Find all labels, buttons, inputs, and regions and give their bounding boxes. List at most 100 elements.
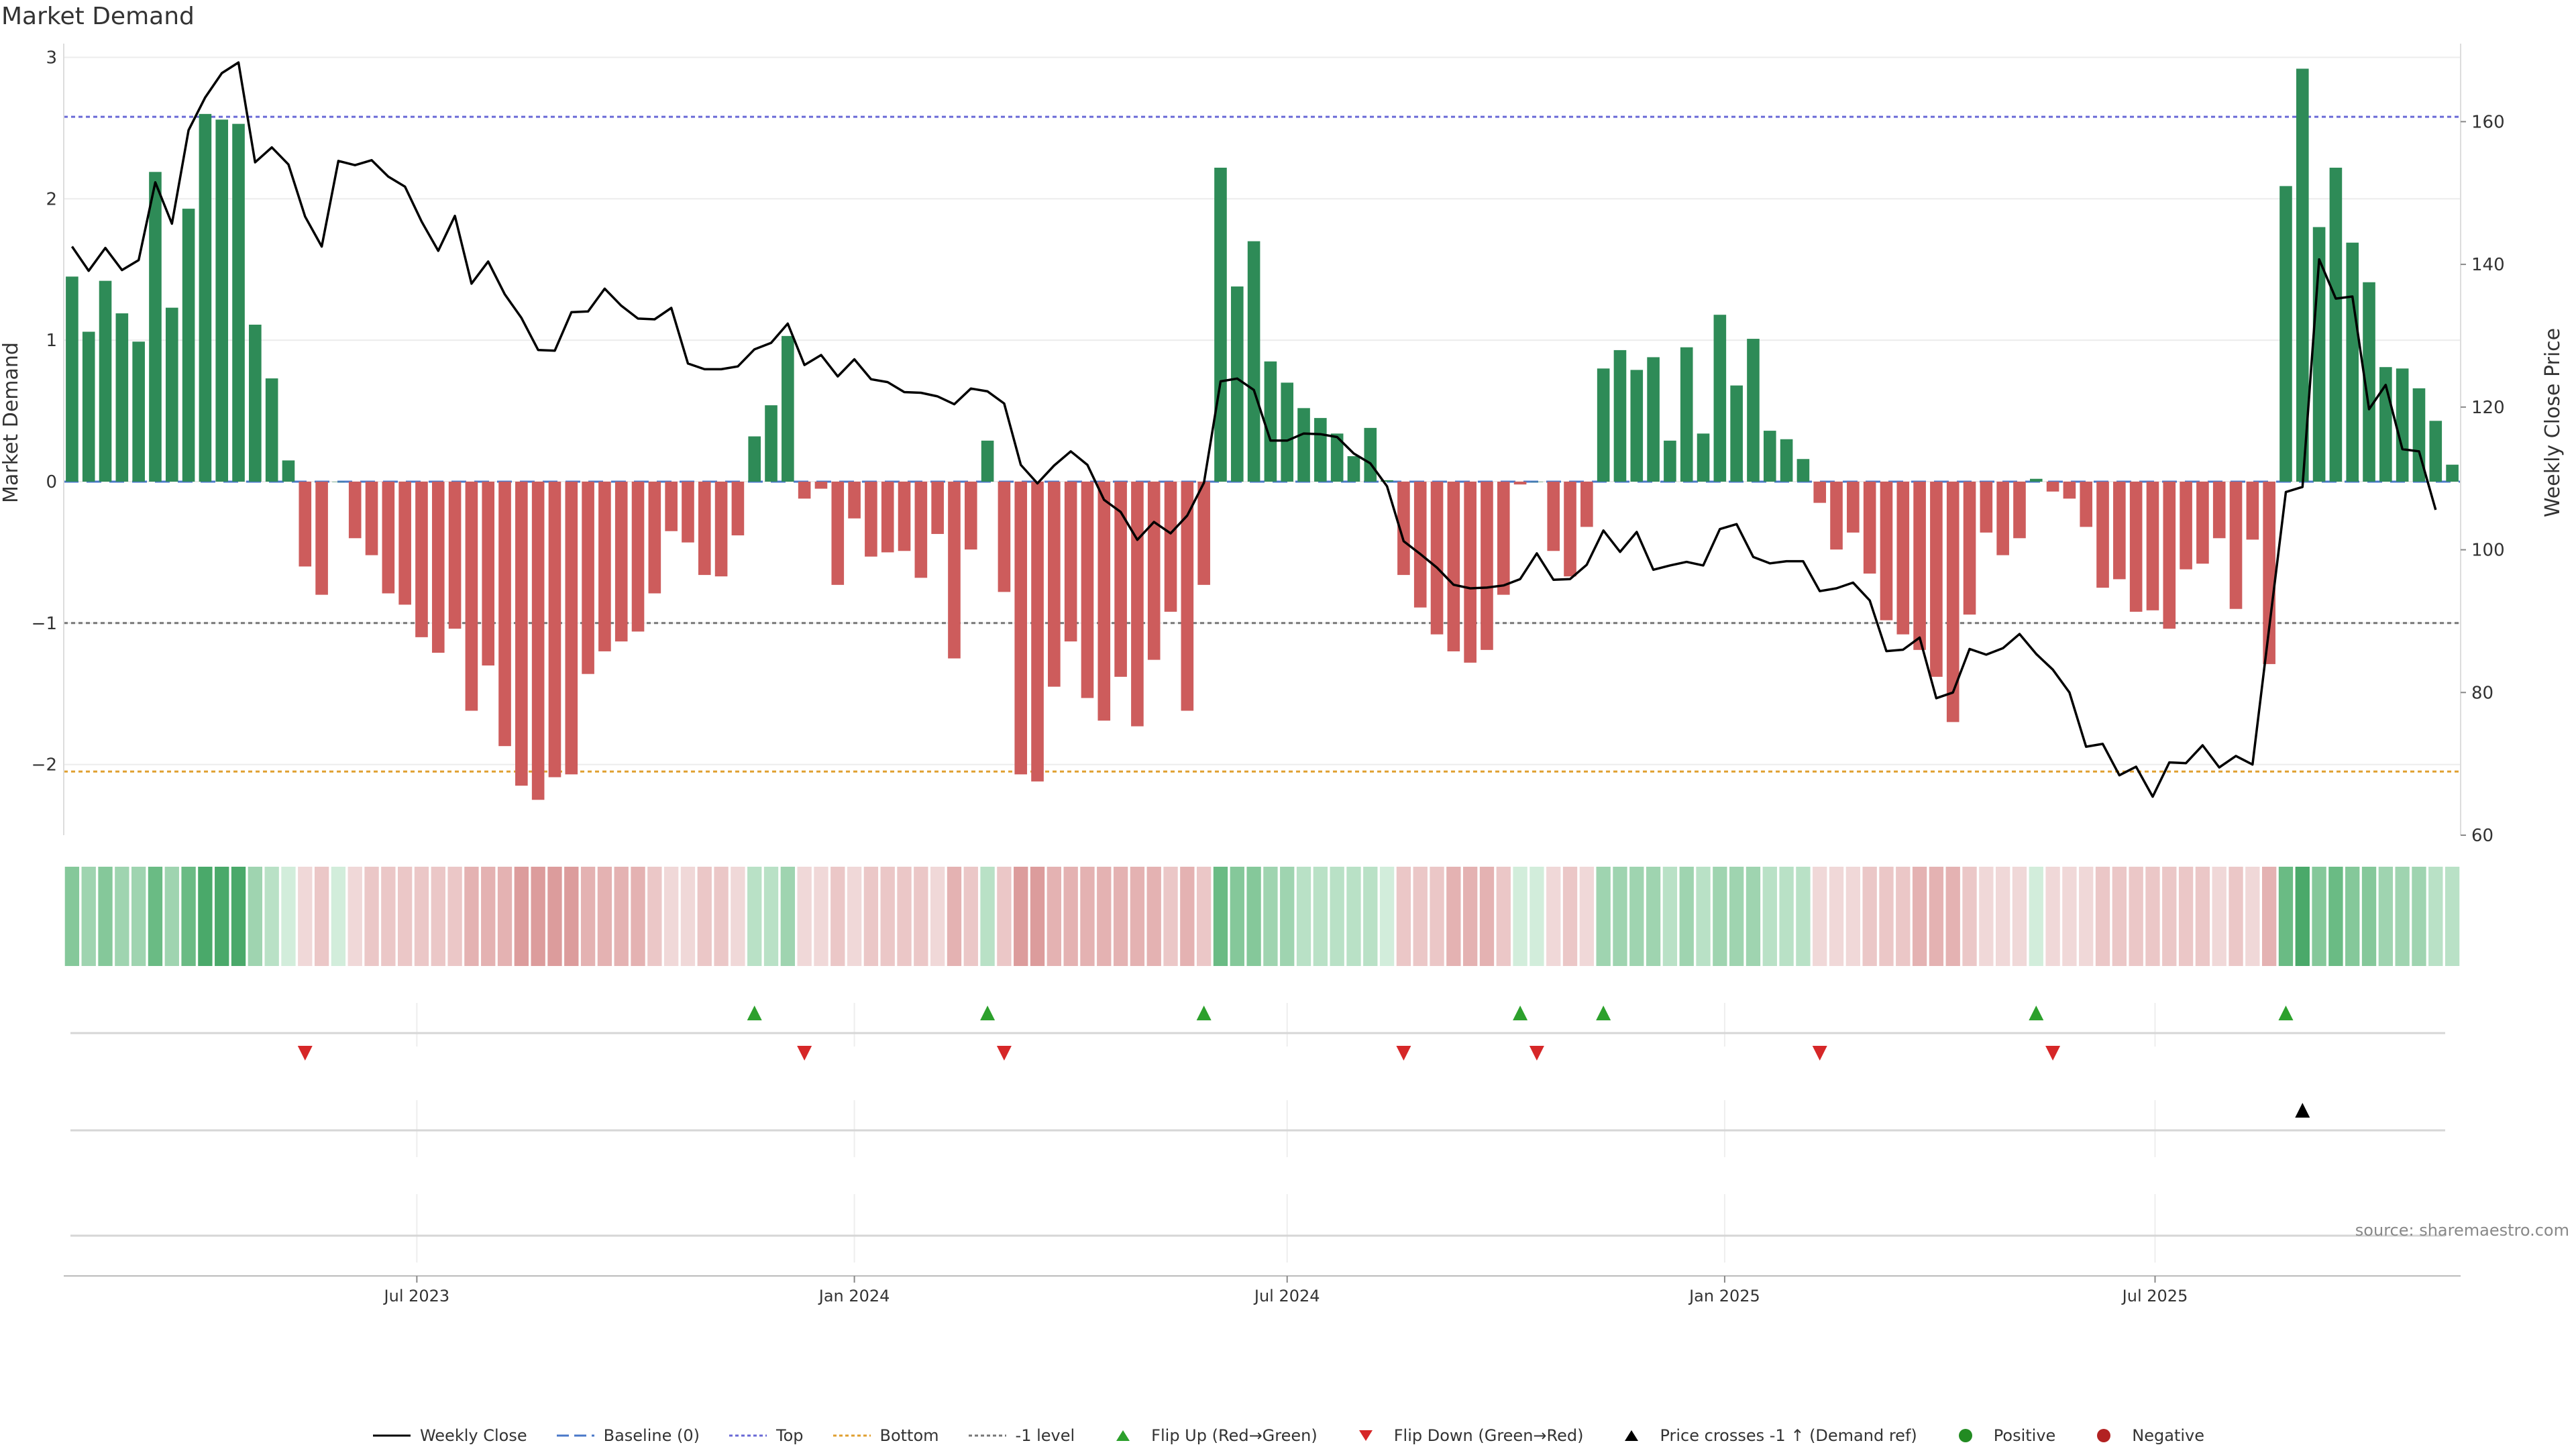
legend-item-positive: Positive (1945, 1426, 2056, 1445)
demand-bar (1214, 167, 1227, 482)
heat-cell (847, 867, 862, 966)
demand-bar (1880, 481, 1893, 621)
demand-bar (1896, 481, 1910, 635)
heat-cell (1862, 867, 1877, 966)
demand-bar (1481, 481, 1493, 650)
heat-cell (397, 867, 413, 966)
heat-cell (331, 867, 346, 966)
demand-bar (2279, 186, 2292, 482)
heat-cell (2145, 867, 2160, 966)
demand-bar (865, 481, 877, 557)
legend-label: Price crosses -1 ↑ (Demand ref) (1660, 1426, 1917, 1445)
demand-bar (648, 481, 661, 594)
demand-bar (1181, 481, 1194, 711)
flip-up-marker (1596, 1006, 1611, 1020)
demand-bar (431, 481, 445, 653)
heat-cell (2445, 867, 2460, 966)
demand-bar (1097, 481, 1111, 721)
heat-cell (2278, 867, 2294, 966)
heat-cell (2112, 867, 2127, 966)
demand-bar (1081, 481, 1094, 698)
heat-cell (863, 867, 879, 966)
legend-item-flip_down: Flip Down (Green→Red) (1346, 1426, 1584, 1445)
legend-label: Weekly Close (419, 1426, 527, 1445)
flip-down-marker (1396, 1046, 1411, 1061)
heat-cell (914, 867, 928, 966)
gridlines (64, 56, 2461, 765)
minus1-legend-symbol (968, 1434, 1006, 1437)
demand-bar (282, 460, 295, 482)
x-tick-label: Jan 2024 (818, 1287, 890, 1305)
heat-cell (997, 867, 1012, 966)
demand-bar (1847, 481, 1860, 533)
demand-bar (1330, 433, 1344, 482)
demand-bar (1014, 481, 1028, 775)
heat-cell (514, 867, 529, 966)
legend-item-top: Top (728, 1426, 804, 1445)
demand-bar (2163, 481, 2176, 629)
legend-label: Positive (1993, 1426, 2056, 1445)
demand-bar (2129, 481, 2143, 612)
demand-bar (1547, 481, 1560, 551)
demand-bar (665, 481, 678, 531)
heat-cell (697, 867, 712, 966)
heat-cell (1014, 867, 1028, 966)
demand-bar (415, 481, 428, 637)
heat-cell (1430, 867, 1444, 966)
demand-bar (1131, 481, 1144, 727)
heat-cell (1929, 867, 1944, 966)
heat-cell (1280, 867, 1295, 966)
demand-bar (1630, 370, 1644, 482)
heat-cell (2229, 867, 2243, 966)
top-legend-symbol (729, 1434, 767, 1437)
heat-cell (1829, 867, 1844, 966)
heat-cell (1979, 867, 1994, 966)
heat-cell (2361, 867, 2377, 966)
heat-cell (381, 867, 396, 966)
demand-bar (731, 481, 745, 536)
bottom-legend-symbol (833, 1434, 871, 1437)
heat-cell (1879, 867, 1894, 966)
heat-cell (231, 867, 246, 966)
heat-cell (647, 867, 662, 966)
heat-cell (198, 867, 213, 966)
heat-cell (164, 867, 179, 966)
demand-bar (531, 481, 545, 800)
heat-cell (947, 867, 962, 966)
legend-label: Flip Down (Green→Red) (1393, 1426, 1584, 1445)
heat-cell (597, 867, 612, 966)
demand-bar (831, 481, 845, 585)
left-axis-label: Market Demand (0, 342, 23, 503)
flip-down-marker (2045, 1046, 2061, 1061)
demand-bar (66, 276, 78, 482)
heat-cell (531, 867, 545, 966)
demand-bar (1613, 350, 1627, 482)
left-tick-label: −1 (32, 614, 57, 634)
demand-bar (598, 481, 611, 651)
demand-bar (1796, 459, 1810, 482)
demand-bar (898, 481, 911, 551)
right-tick-label: 120 (2471, 398, 2505, 418)
demand-bar (2063, 481, 2076, 499)
heat-cell (1246, 867, 1261, 966)
heat-cell (298, 867, 313, 966)
demand-bar (748, 436, 761, 482)
heat-cell (1779, 867, 1794, 966)
demand-bar (1064, 481, 1077, 642)
demand-bar (232, 123, 245, 482)
source-note: source: sharemaestro.com (2355, 1221, 2569, 1240)
demand-bar (1397, 481, 1410, 576)
heat-cell (1679, 867, 1694, 966)
demand-bar (1281, 382, 1294, 482)
weekly-close-line (70, 61, 2437, 798)
heat-cell (115, 867, 129, 966)
heat-cell (1446, 867, 1461, 966)
demand-bar (1780, 439, 1793, 482)
level-lines (64, 115, 2461, 773)
legend-label: Baseline (0) (603, 1426, 700, 1445)
heat-cell (1713, 867, 1727, 966)
heat-cell (1796, 867, 1811, 966)
heat-cell (131, 867, 146, 966)
demand-bar (2196, 481, 2209, 564)
